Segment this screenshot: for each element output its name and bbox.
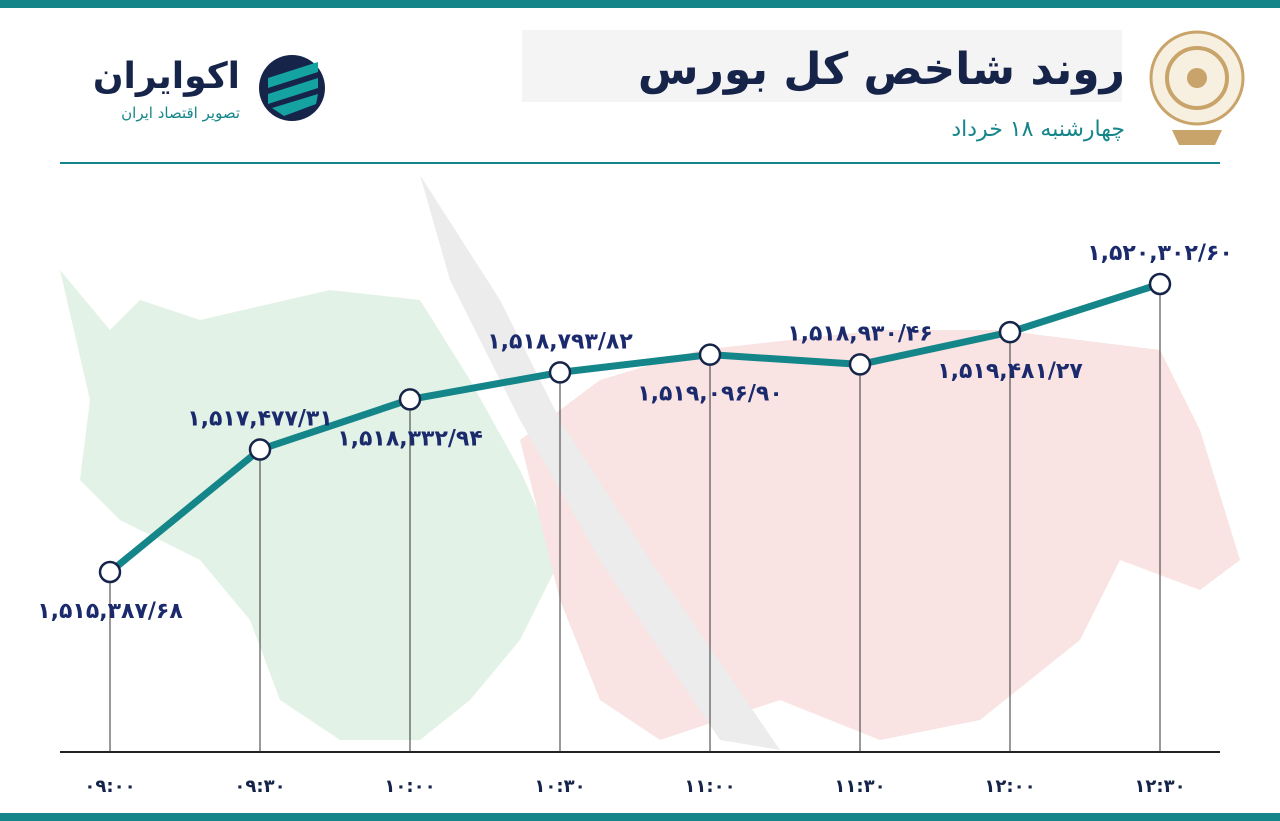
x-tick-label: ۰۹:۰۰ (84, 776, 135, 797)
chart-title: روند شاخص کل بورس (638, 44, 1125, 95)
data-label: ۱,۵۱۹,۰۹۶/۹۰ (637, 382, 783, 407)
x-tick-label: ۱۱:۳۰ (834, 776, 885, 797)
point-marker (398, 388, 422, 411)
series-line (107, 280, 1162, 575)
emblem (1149, 30, 1245, 145)
brand-icon (259, 55, 325, 121)
data-label: ۱,۵۲۰,۳۰۲/۶۰ (1087, 241, 1233, 266)
arrow-shape (420, 175, 780, 750)
bull-shape (60, 270, 560, 740)
x-tick-label: ۰۹:۳۰ (234, 776, 285, 797)
chart-subtitle: چهارشنبه ۱۸ خرداد (951, 117, 1125, 142)
point-marker (98, 560, 122, 584)
data-label: ۱,۵۱۵,۳۸۷/۶۸ (37, 599, 183, 624)
data-label: ۱,۵۱۹,۴۸۱/۲۷ (937, 359, 1083, 384)
point-marker (998, 320, 1022, 344)
top-bar (0, 0, 1280, 8)
point-marker (248, 438, 272, 461)
brand-name: اکوایران (93, 56, 240, 97)
bottom-bar (0, 813, 1280, 821)
x-tick-label: ۱۰:۳۰ (534, 776, 585, 797)
x-tick-label: ۱۲:۳۰ (1134, 776, 1185, 797)
data-label: ۱,۵۱۷,۴۷۷/۳۱ (187, 407, 333, 432)
data-label: ۱,۵۱۸,۳۳۲/۹۴ (337, 426, 483, 451)
point-marker (698, 343, 722, 366)
point-marker (848, 353, 872, 376)
title-box (522, 30, 1122, 102)
brand-tagline: تصویر اقتصاد ایران (121, 104, 240, 122)
point-marker (548, 361, 572, 384)
x-tick-label: ۱۱:۰۰ (684, 776, 735, 797)
x-tick-label: ۱۰:۰۰ (384, 776, 435, 797)
data-label: ۱,۵۱۸,۹۳۰/۴۶ (787, 321, 933, 346)
x-tick-label: ۱۲:۰۰ (984, 776, 1035, 797)
data-label: ۱,۵۱۸,۷۹۳/۸۲ (487, 329, 633, 354)
point-marker (1148, 272, 1172, 296)
